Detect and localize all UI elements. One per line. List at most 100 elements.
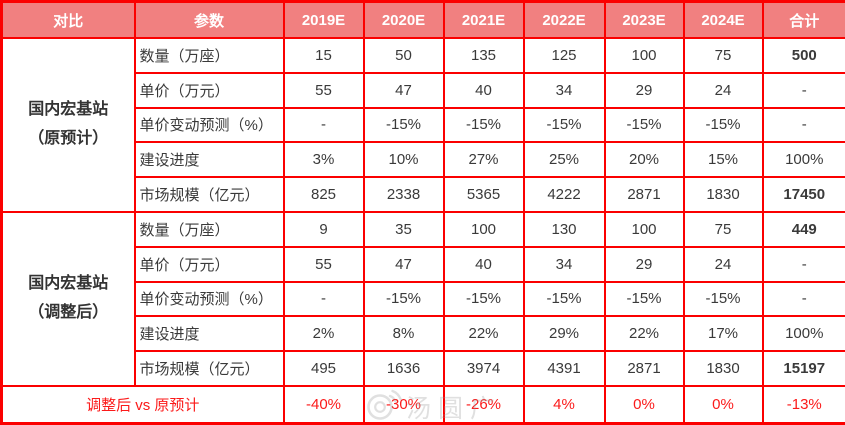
value-cell: 825: [282, 176, 365, 213]
value-cell: 75: [682, 210, 764, 248]
value-cell: -15%: [362, 280, 445, 318]
total-cell: 100%: [761, 141, 845, 179]
table-row: 国内宏基站 （原预计） 数量（万座） 15 50 135 125 100 75 500: [0, 37, 845, 213]
value-cell: 2338: [362, 176, 445, 213]
header-year-0: 2019E: [282, 0, 365, 39]
value-cell: 25%: [522, 141, 606, 179]
footer-value-cell: -40%: [282, 385, 365, 425]
footer-total-cell: -13%: [761, 385, 845, 425]
row-label: 数量（万座）: [133, 210, 285, 248]
value-cell: 2871: [603, 176, 685, 213]
total-cell: -: [761, 245, 845, 283]
value-cell: -15%: [522, 280, 606, 318]
group-label: 国内宏基站 （原预计）: [0, 37, 136, 213]
group-label-line2: （调整后）: [28, 303, 109, 321]
value-cell: 100: [442, 210, 525, 248]
total-cell: 500: [761, 37, 845, 74]
footer-value-cell: 0%: [603, 385, 685, 425]
value-cell: 1830: [682, 350, 764, 387]
value-cell: -15%: [603, 106, 685, 144]
value-cell: 17%: [682, 315, 764, 353]
table-row: 市场规模（亿元） 825 2338 5365 4222 2871 1830 17450: [2, 176, 845, 213]
value-cell: -15%: [522, 106, 606, 144]
value-cell: 29%: [522, 315, 606, 353]
row-label: 单价变动预测（%）: [133, 106, 285, 144]
group-label-line1: 国内宏基站: [28, 275, 109, 293]
value-cell: 495: [282, 350, 365, 387]
total-cell: -: [761, 71, 845, 109]
value-cell: 75: [682, 37, 764, 74]
header-year-1: 2020E: [362, 0, 445, 39]
row-label: 单价变动预测（%）: [133, 280, 285, 318]
value-cell: 35: [362, 210, 445, 248]
value-cell: 24: [682, 71, 764, 109]
value-cell: 24: [682, 245, 764, 283]
footer-value-cell: -26%: [442, 385, 525, 425]
table-row: 单价变动预测（%） - -15% -15% -15% -15% -15% -: [2, 280, 845, 318]
footer-value-cell: 4%: [522, 385, 606, 425]
table-row: 建设进度 3% 10% 27% 25% 20% 15% 100%: [2, 141, 845, 179]
value-cell: 20%: [603, 141, 685, 179]
table-row: 建设进度 2% 8% 22% 29% 22% 17% 100%: [2, 315, 845, 353]
value-cell: 55: [282, 71, 365, 109]
footer-label: 调整后 vs 原预计: [0, 385, 285, 425]
value-cell: 3974: [442, 350, 525, 387]
total-cell: -: [761, 106, 845, 144]
value-cell: 3%: [282, 141, 365, 179]
value-cell: 15%: [682, 141, 764, 179]
header-year-5: 2024E: [682, 0, 764, 39]
value-cell: -15%: [362, 106, 445, 144]
footer-row: 调整后 vs 原预计 -40% -30% -26% 4% 0% 0% -13%: [0, 385, 845, 425]
total-cell: 17450: [761, 176, 845, 213]
total-cell: 15197: [761, 350, 845, 387]
value-cell: 100: [603, 37, 685, 74]
row-label: 单价（万元）: [133, 245, 285, 283]
total-cell: 100%: [761, 315, 845, 353]
value-cell: 40: [442, 71, 525, 109]
value-cell: -15%: [603, 280, 685, 318]
value-cell: 22%: [603, 315, 685, 353]
value-cell: -15%: [682, 280, 764, 318]
value-cell: -15%: [442, 106, 525, 144]
row-label: 建设进度: [133, 315, 285, 353]
table-row: 单价变动预测（%） - -15% -15% -15% -15% -15% -: [2, 106, 845, 144]
table-body: 国内宏基站 （原预计） 数量（万座） 15 50 135 125 100 75 500 单价（万元）…: [0, 37, 845, 425]
value-cell: 50: [362, 37, 445, 74]
row-label: 建设进度: [133, 141, 285, 179]
header-year-4: 2023E: [603, 0, 685, 39]
value-cell: 27%: [442, 141, 525, 179]
value-cell: 22%: [442, 315, 525, 353]
value-cell: 4391: [522, 350, 606, 387]
value-cell: 125: [522, 37, 606, 74]
value-cell: -: [282, 106, 365, 144]
value-cell: 2871: [603, 350, 685, 387]
value-cell: 34: [522, 245, 606, 283]
table-row: 国内宏基站 （调整后） 数量（万座） 9 35 100 130 100 75 449: [0, 210, 845, 388]
header-total: 合计: [761, 0, 845, 39]
table-header: 对比 参数 2019E 2020E 2021E 2022E 2023E 2024E 合计: [0, 0, 845, 39]
header-year-2: 2021E: [442, 0, 525, 39]
group-label-line2: （原预计）: [28, 129, 109, 147]
value-cell: 29: [603, 71, 685, 109]
value-cell: 1830: [682, 176, 764, 213]
table-header-row: 对比 参数 2019E 2020E 2021E 2022E 2023E 2024E 合计: [0, 0, 845, 39]
value-cell: 10%: [362, 141, 445, 179]
footer-value-cell: 0%: [682, 385, 764, 425]
table-row: 单价（万元） 55 47 40 34 29 24-: [2, 245, 845, 283]
header-compare: 对比: [0, 0, 136, 39]
value-cell: -15%: [682, 106, 764, 144]
value-cell: 100: [603, 210, 685, 248]
value-cell: -15%: [442, 280, 525, 318]
value-cell: 2%: [282, 315, 365, 353]
row-label: 单价（万元）: [133, 71, 285, 109]
value-cell: 15: [282, 37, 365, 74]
group-label: 国内宏基站 （调整后）: [0, 210, 136, 388]
row-label: 市场规模（亿元）: [133, 350, 285, 387]
table-row: 市场规模（亿元） 495 1636 3974 4391 2871 1830 15197: [2, 350, 845, 387]
value-cell: -: [282, 280, 365, 318]
header-parameter: 参数: [133, 0, 285, 39]
value-cell: 47: [362, 71, 445, 109]
value-cell: 5365: [442, 176, 525, 213]
